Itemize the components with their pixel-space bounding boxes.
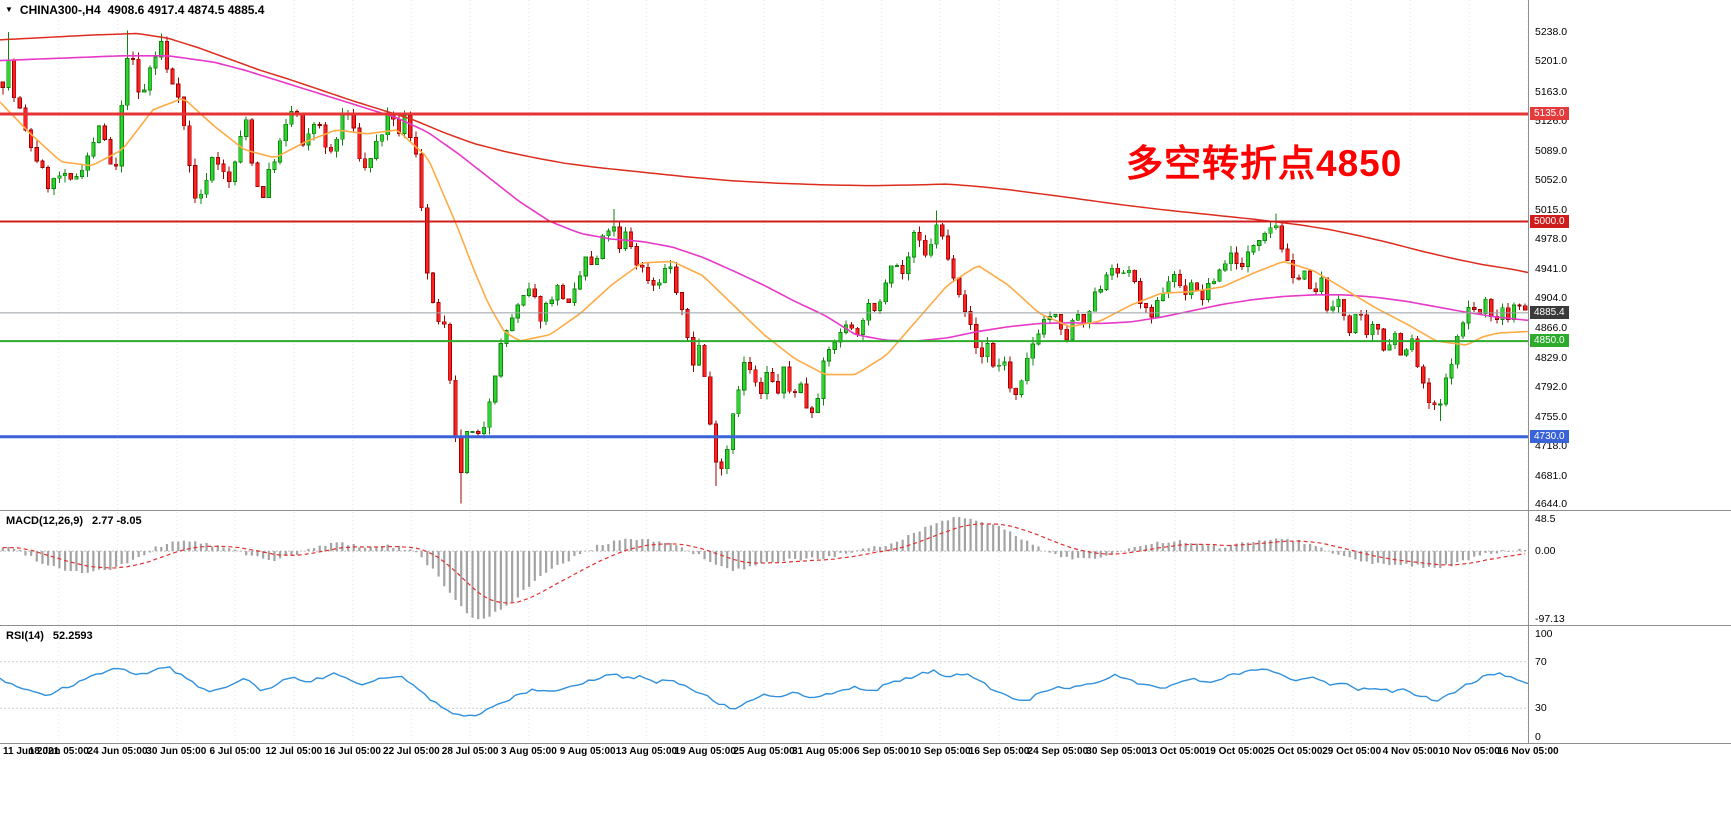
date-label: 28 Jul 05:00 — [441, 746, 499, 757]
axis-tick-label: 4941.0 — [1535, 262, 1568, 275]
date-label: 16 Jul 05:00 — [324, 746, 381, 757]
date-label: 6 Sep 05:00 — [854, 746, 910, 757]
chart-header: ▼ CHINA300-,H4 4908.6 4917.4 4874.5 4885… — [5, 3, 264, 17]
ma-medium-magenta — [0, 54, 1528, 342]
time-axis[interactable]: 11 Jun 2021 18 Jun 05:00 24 Jun 05:00 30 Ju… — [0, 745, 1731, 760]
candles-layer — [0, 30, 1528, 504]
axis-tick-label: 4755.0 — [1535, 410, 1568, 423]
macd-name: MACD(12,26,9) — [6, 515, 84, 527]
axis-tick-label: 30 — [1535, 702, 1547, 715]
rsi-line — [0, 666, 1528, 717]
rsi-chart[interactable] — [0, 627, 1528, 743]
date-label: 3 Aug 05:00 — [501, 746, 557, 757]
candlestick-chart[interactable] — [0, 0, 1528, 510]
axis-tick-label: 5163.0 — [1535, 85, 1568, 98]
axis-tick-label: -97.13 — [1535, 613, 1565, 625]
date-label: 13 Oct 05:00 — [1145, 746, 1205, 757]
date-label: 19 Oct 05:00 — [1204, 746, 1264, 757]
price-badge: 4885.4 — [1530, 305, 1569, 319]
macd-values: 2.77 -8.05 — [92, 515, 142, 527]
date-label: 19 Aug 05:00 — [674, 746, 736, 757]
date-label: 11 Jun 2021 — [3, 746, 60, 757]
date-label: 31 Aug 05:00 — [792, 746, 854, 757]
date-label: 9 Aug 05:00 — [559, 746, 616, 757]
date-label: 4 Nov 05:00 — [1382, 746, 1439, 757]
axis-tick-label: 5238.0 — [1535, 25, 1568, 38]
macd-panel[interactable]: MACD(12,26,9) 2.77 -8.05 — [0, 512, 1528, 625]
date-label: 29 Oct 05:00 — [1322, 746, 1382, 757]
macd-chart[interactable] — [0, 512, 1528, 625]
axis-tick-label: 100 — [1535, 628, 1553, 640]
date-label: 25 Oct 05:00 — [1263, 746, 1323, 757]
date-label: 18 Jun 05:00 — [28, 746, 89, 757]
price-badge: 4850.0 — [1530, 334, 1569, 348]
axis-tick-label: 4718.0 — [1535, 440, 1568, 453]
axis-tick-label: 48.5 — [1535, 513, 1556, 525]
axis-tick-label: 70 — [1535, 655, 1547, 668]
axis-tick-label: 4681.0 — [1535, 469, 1568, 482]
rsi-values: 52.2593 — [52, 630, 93, 642]
axis-tick-label: 4904.0 — [1535, 292, 1568, 305]
macd-axis[interactable]: 48.5 0.00 -97.13 — [1529, 512, 1604, 625]
date-label: 12 Jul 05:00 — [265, 746, 323, 757]
symbol-dropdown-icon[interactable]: ▼ — [5, 5, 13, 14]
date-label: 10 Nov 05:00 — [1438, 746, 1500, 757]
date-label: 24 Jun 05:00 — [87, 746, 148, 757]
axis-tick-label: 5089.0 — [1535, 144, 1568, 157]
axis-tick-label: 4829.0 — [1535, 351, 1568, 364]
rsi-axis[interactable]: 100 70 30 0 — [1529, 627, 1604, 743]
axis-tick-label: 0 — [1535, 731, 1541, 743]
date-label: 6 Jul 05:00 — [209, 746, 261, 757]
annotation-text: 多空转折点4850 — [1126, 143, 1403, 184]
axis-tick-label: 5052.0 — [1535, 174, 1568, 187]
axis-tick-label: 5015.0 — [1535, 203, 1568, 216]
axis-tick-label: 5201.0 — [1535, 55, 1568, 68]
main-chart-panel[interactable]: ▼ CHINA300-,H4 4908.6 4917.4 4874.5 4885… — [0, 0, 1528, 510]
price-badge: 5135.0 — [1530, 106, 1569, 120]
date-label: 16 Sep 05:00 — [968, 746, 1030, 757]
date-label: 16 Nov 05:00 — [1497, 746, 1559, 757]
macd-signal-line — [2, 523, 1526, 604]
price-badge: 5000.0 — [1530, 214, 1569, 228]
axis-tick-label: 4866.0 — [1535, 322, 1568, 335]
ma-fast-orange — [0, 98, 1528, 376]
axis-tick-label: 4644.0 — [1535, 498, 1568, 510]
date-label: 30 Sep 05:00 — [1086, 746, 1147, 757]
axis-tick-label: 0.00 — [1535, 545, 1556, 558]
date-label: 22 Jul 05:00 — [383, 746, 440, 757]
date-label: 24 Sep 05:00 — [1027, 746, 1089, 757]
date-label: 30 Jun 05:00 — [146, 746, 207, 757]
rsi-panel[interactable]: RSI(14) 52.2593 — [0, 627, 1528, 743]
price-badge: 4730.0 — [1530, 429, 1569, 443]
date-label: 10 Sep 05:00 — [909, 746, 971, 757]
panel-separator[interactable] — [0, 625, 1731, 626]
panel-separator[interactable] — [0, 510, 1731, 511]
price-axis[interactable]: 5238.0 5201.0 5163.0 5126.0 5089.0 5052.0 5015… — [1529, 0, 1604, 510]
macd-label: MACD(12,26,9) 2.77 -8.05 — [6, 515, 142, 527]
price-axis-border — [1528, 0, 1529, 744]
axis-tick-label: 4792.0 — [1535, 381, 1568, 394]
ohlc-values: 4908.6 4917.4 4874.5 4885.4 — [107, 3, 265, 17]
rsi-name: RSI(14) — [6, 630, 44, 642]
panel-separator — [0, 743, 1731, 744]
date-label: 25 Aug 05:00 — [733, 746, 795, 757]
rsi-label: RSI(14) 52.2593 — [6, 630, 93, 642]
symbol-title: CHINA300-,H4 — [19, 3, 101, 17]
bottom-margin — [0, 761, 1731, 840]
macd-histogram — [1, 517, 1527, 620]
axis-tick-label: 4978.0 — [1535, 233, 1568, 246]
date-label: 13 Aug 05:00 — [615, 746, 678, 757]
